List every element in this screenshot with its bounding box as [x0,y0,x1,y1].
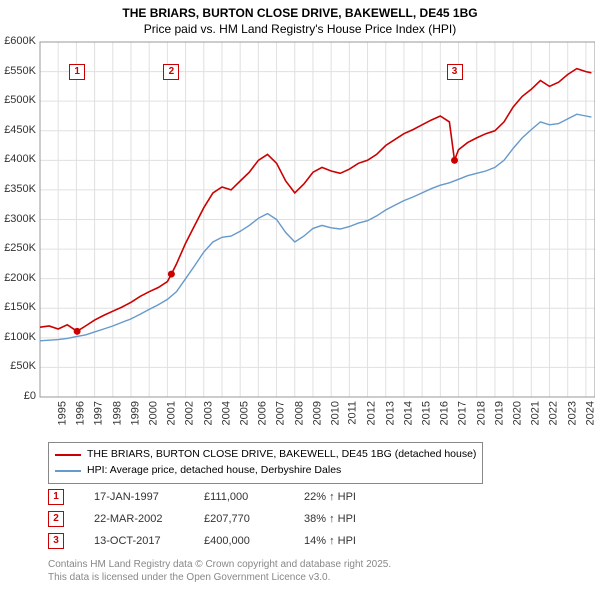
y-axis-label: £550K [0,65,36,77]
y-axis-label: £200K [0,272,36,284]
y-axis-label: £250K [0,242,36,254]
x-axis-label: 2006 [232,401,250,413]
y-axis-label: £100K [0,331,36,343]
x-axis-label: 2020 [487,401,505,413]
x-axis-label: 2005 [214,401,232,413]
sale-dot [451,157,458,164]
sales-row-price: £400,000 [204,535,304,547]
sales-row-marker: 3 [48,533,64,549]
chart-legend: THE BRIARS, BURTON CLOSE DRIVE, BAKEWELL… [48,442,483,484]
y-axis-label: £350K [0,183,36,195]
x-axis-label: 2009 [287,401,305,413]
x-axis-label: 2010 [305,401,323,413]
x-axis-label: 2014 [378,401,396,413]
legend-swatch [55,470,81,472]
legend-item: HPI: Average price, detached house, Derb… [55,463,476,479]
x-axis-label: 2025 [578,401,596,413]
sales-row-date: 13-OCT-2017 [94,535,204,547]
y-axis-label: £50K [0,360,36,372]
x-axis-label: 2002 [159,401,177,413]
x-axis-label: 2013 [360,401,378,413]
series-prop [40,69,591,332]
legend-swatch [55,454,81,456]
sale-dot [168,271,175,278]
x-axis-label: 1998 [87,401,105,413]
sales-row-hpi: 38% ↑ HPI [304,513,404,525]
x-axis-label: 2012 [341,401,359,413]
price-chart [0,0,595,437]
sales-row: 1 17-JAN-1997£111,00022% ↑ HPI [48,486,404,508]
x-axis-label: 1995 [32,401,50,413]
sales-row-hpi: 14% ↑ HPI [304,535,404,547]
sales-row-marker: 1 [48,489,64,505]
x-axis-label: 2019 [469,401,487,413]
sales-row-marker: 2 [48,511,64,527]
x-axis-label: 2024 [560,401,578,413]
sales-row: 3 13-OCT-2017£400,00014% ↑ HPI [48,530,404,552]
sale-marker-1: 1 [69,64,85,80]
x-axis-label: 2022 [523,401,541,413]
x-axis-label: 2018 [451,401,469,413]
footer-line2: This data is licensed under the Open Gov… [48,571,391,584]
x-axis-label: 2003 [178,401,196,413]
x-axis-label: 2021 [505,401,523,413]
x-axis-label: 2000 [123,401,141,413]
x-axis-label: 1999 [105,401,123,413]
x-axis-label: 2008 [269,401,287,413]
y-axis-label: £400K [0,153,36,165]
x-axis-label: 2023 [542,401,560,413]
y-axis-label: £0 [0,390,36,402]
sale-dot [74,328,81,335]
x-axis-label: 2016 [414,401,432,413]
sales-row-date: 17-JAN-1997 [94,491,204,503]
sales-row: 2 22-MAR-2002£207,77038% ↑ HPI [48,508,404,530]
y-axis-label: £300K [0,213,36,225]
legend-label: THE BRIARS, BURTON CLOSE DRIVE, BAKEWELL… [87,447,476,463]
x-axis-label: 2004 [196,401,214,413]
x-axis-label: 1997 [68,401,86,413]
y-axis-label: £150K [0,301,36,313]
sales-table: 1 17-JAN-1997£111,00022% ↑ HPI 2 22-MAR-200… [48,486,404,552]
x-axis-label: 1996 [50,401,68,413]
x-axis-label: 2001 [141,401,159,413]
footer-line1: Contains HM Land Registry data © Crown c… [48,558,391,571]
sales-row-date: 22-MAR-2002 [94,513,204,525]
x-axis-label: 2007 [250,401,268,413]
sales-row-hpi: 22% ↑ HPI [304,491,404,503]
y-axis-label: £450K [0,124,36,136]
sales-row-price: £111,000 [204,491,304,503]
attribution-footer: Contains HM Land Registry data © Crown c… [48,558,391,584]
legend-item: THE BRIARS, BURTON CLOSE DRIVE, BAKEWELL… [55,447,476,463]
sale-marker-2: 2 [163,64,179,80]
y-axis-label: £500K [0,94,36,106]
x-axis-label: 2017 [432,401,450,413]
sales-row-price: £207,770 [204,513,304,525]
sale-marker-3: 3 [447,64,463,80]
x-axis-label: 2015 [396,401,414,413]
legend-label: HPI: Average price, detached house, Derb… [87,463,341,479]
y-axis-label: £600K [0,35,36,47]
x-axis-label: 2011 [323,401,341,413]
